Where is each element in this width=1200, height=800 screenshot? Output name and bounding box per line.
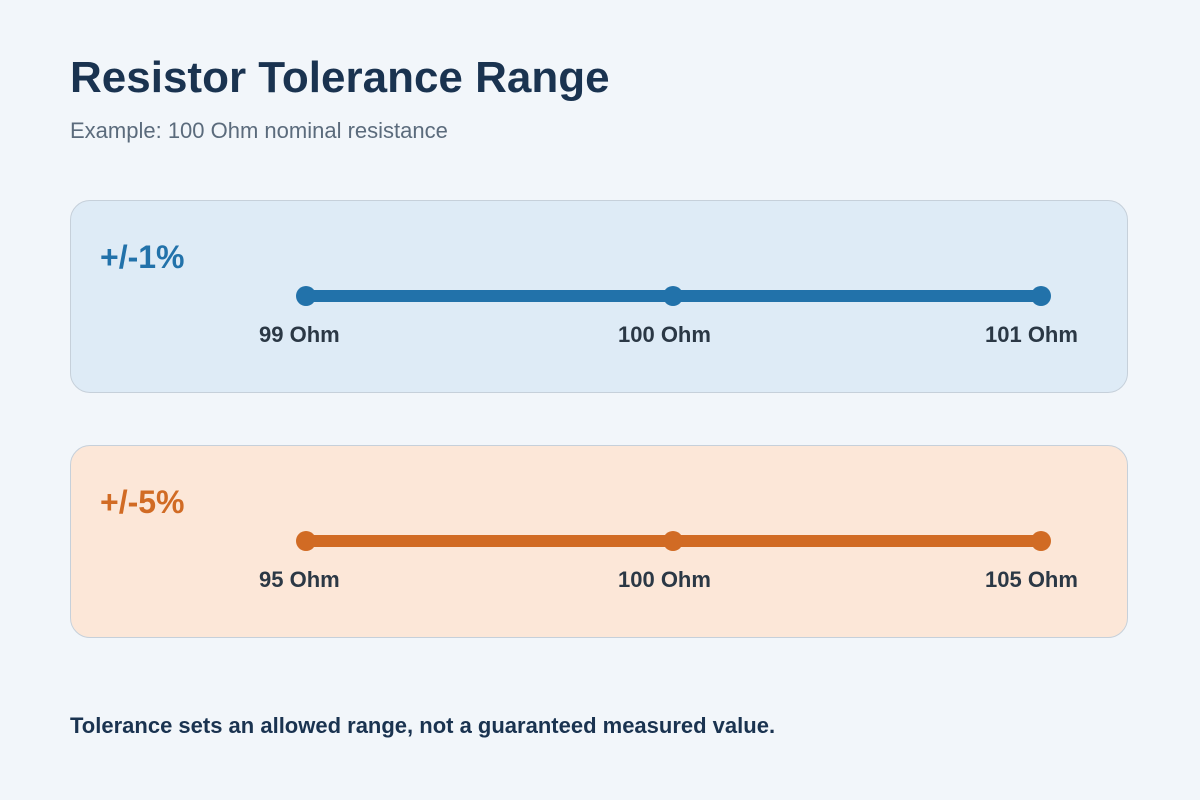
footnote: Tolerance sets an allowed range, not a g…	[70, 713, 776, 738]
range-min-point	[296, 286, 316, 306]
range-track	[296, 286, 1051, 306]
range-min-point	[296, 531, 316, 551]
tolerance-panel-5-percent: +/-5% 95 Ohm 100 Ohm 105 Ohm	[70, 445, 1128, 638]
page-title: Resistor Tolerance Range	[70, 53, 610, 102]
range-nominal-point	[663, 531, 683, 551]
range-min-label: 95 Ohm	[259, 567, 340, 592]
tolerance-panel-1-percent: +/-1% 99 Ohm 100 Ohm 101 Ohm	[70, 200, 1128, 393]
range-max-point	[1031, 531, 1051, 551]
range-nominal-point	[663, 286, 683, 306]
range-track	[296, 531, 1051, 551]
range-max-point	[1031, 286, 1051, 306]
range-nominal-label: 100 Ohm	[618, 322, 711, 347]
range-max-label: 105 Ohm	[985, 567, 1078, 592]
tolerance-label: +/-5%	[100, 484, 185, 520]
range-max-label: 101 Ohm	[985, 322, 1078, 347]
range-nominal-label: 100 Ohm	[618, 567, 711, 592]
range-min-label: 99 Ohm	[259, 322, 340, 347]
page-subtitle: Example: 100 Ohm nominal resistance	[70, 118, 448, 143]
tolerance-label: +/-1%	[100, 239, 185, 275]
